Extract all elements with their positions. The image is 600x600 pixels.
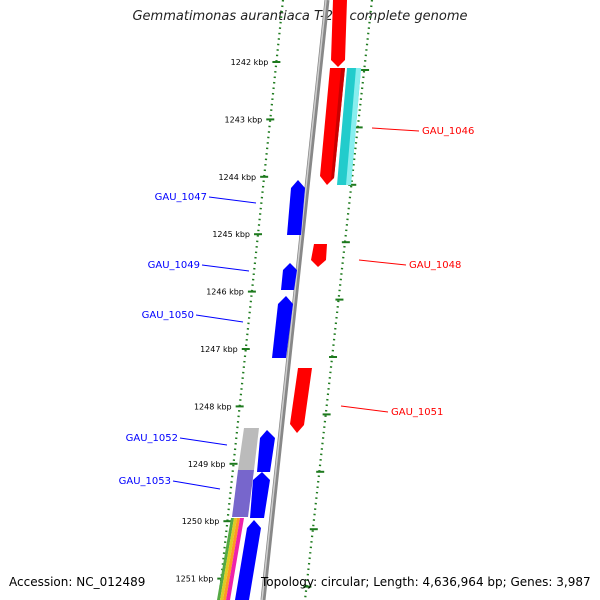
leader-line-GAU_1047	[208, 196, 257, 204]
lavender-feature	[232, 470, 254, 517]
leader-line-GAU_1050	[195, 314, 244, 323]
gray-feature	[238, 428, 259, 470]
leader-line-GAU_1052	[179, 437, 228, 446]
gene-features	[217, 0, 361, 600]
gene-arrow-GAU_1051[interactable]	[290, 368, 312, 433]
gene-arrow-GAU_1046-highlight	[331, 68, 345, 180]
gene-arrow-GAU_1052[interactable]	[257, 430, 275, 472]
leader-line-GAU_1046	[371, 127, 420, 132]
leader-line-GAU_1053	[172, 480, 221, 490]
gene-label-GAU_1049[interactable]: GAU_1049	[148, 260, 200, 271]
tick-label: 1249 kbp	[188, 460, 226, 469]
gene-label-GAU_1050[interactable]: GAU_1050	[142, 310, 194, 321]
genome-summary-text: Topology: circular; Length: 4,636,964 bp…	[261, 575, 591, 589]
gene-label-GAU_1048[interactable]: GAU_1048	[409, 260, 461, 271]
genome-backbone	[260, 0, 330, 600]
stripe-yellow	[220, 518, 237, 600]
stripe-magenta	[226, 518, 244, 600]
gene-arrow-GAU_1053[interactable]	[250, 472, 270, 518]
tick-label: 1248 kbp	[194, 402, 232, 411]
gene-arrow-GAU_1050[interactable]	[272, 296, 293, 358]
tick-label: 1250 kbp	[182, 517, 220, 526]
gene-arrow-GAU_1049[interactable]	[281, 263, 297, 290]
genome-title: Gemmatimonas aurantiaca T-27, complete g…	[132, 9, 468, 24]
leader-line-GAU_1048	[358, 259, 407, 266]
leader-line-GAU_1049	[201, 264, 250, 272]
stripe-blue-gene[interactable]	[235, 520, 261, 600]
tick-label: 1247 kbp	[200, 345, 238, 354]
stripe-green	[217, 518, 234, 600]
gene-arrow-top-reverse[interactable]	[331, 0, 347, 67]
gene-label-GAU_1047[interactable]: GAU_1047	[155, 192, 207, 203]
tick-label: 1244 kbp	[218, 173, 256, 182]
cyan-feature-highlight	[346, 68, 361, 185]
leader-line-GAU_1051	[340, 405, 389, 413]
gene-labels: GAU_1046 GAU_1047 GAU_1048 GAU_1049 GAU_1050…	[119, 126, 474, 490]
tick-label: 1245 kbp	[212, 230, 250, 239]
gene-label-GAU_1051[interactable]: GAU_1051	[391, 407, 443, 418]
gene-label-GAU_1052[interactable]: GAU_1052	[126, 433, 178, 444]
tick-label: 1251 kbp	[176, 575, 214, 584]
tick-label: 1243 kbp	[225, 115, 263, 124]
tick-label: 1242 kbp	[231, 58, 269, 67]
gene-label-GAU_1046[interactable]: GAU_1046	[422, 126, 474, 137]
stripe-orange	[223, 518, 240, 600]
gene-label-GAU_1053[interactable]: GAU_1053	[119, 476, 171, 487]
accession-text: Accession: NC_012489	[9, 575, 146, 589]
gene-arrow-GAU_1048[interactable]	[311, 244, 327, 267]
tick-label: 1246 kbp	[206, 288, 244, 297]
gene-arrow-GAU_1047[interactable]	[287, 180, 305, 235]
kbp-ticks: 1242 kbp 1243 kbp 1244 kbp 1245 kbp 1246 kbp…	[176, 58, 370, 588]
